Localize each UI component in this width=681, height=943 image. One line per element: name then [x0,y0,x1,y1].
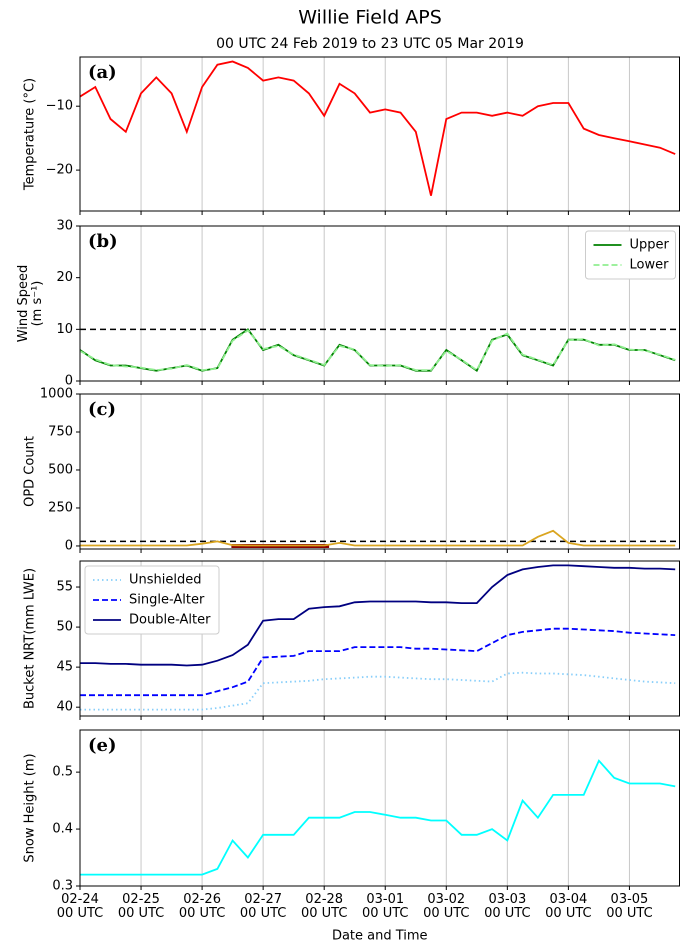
y-tick-label: −10 [46,99,73,114]
y-tick-label: 40 [56,700,73,715]
y-tick-label: 20 [56,270,73,285]
panel: −20 −10 Temperature (°C) (a) [23,56,680,215]
series-line [80,627,676,697]
x-tick-label: 02-24 00 UTC [57,892,103,921]
x-tick-label: 03-03 00 UTC [484,892,530,921]
x-tick-label: 02-26 00 UTC [179,892,225,921]
x-tick-label: 02-25 00 UTC [118,892,164,921]
series-line [80,529,676,547]
panel: 0 10 20 30 Wind Speed(m s⁻¹) (b) Upper Lower [16,219,680,389]
legend-label: Double-Alter [129,613,211,628]
panel-label: (c) [88,399,116,420]
y-axis-label: Snow Height (m) [23,753,38,862]
y-tick-label: 0.5 [52,765,73,780]
legend-label: Unshielded [129,573,202,588]
plot-frame [79,225,680,382]
x-tick-label: 03-01 00 UTC [362,892,408,921]
x-tick-label: 03-05 00 UTC [606,892,652,921]
panel-label: (b) [88,231,118,252]
plot-frame [79,56,680,212]
y-tick-label: −20 [46,163,73,178]
x-tick-label: 02-27 00 UTC [240,892,286,921]
y-tick-label: 10 [56,322,73,337]
series-line [80,759,676,876]
y-tick-label: 1000 [40,387,73,402]
panel: 0 250 500 750 1000 OPD Count (c) [23,387,680,553]
y-tick-label: 0.4 [52,822,73,837]
panel: 02-24 00 UTC 02-25 00 UTC 02-26 00 UTC 02-27 00… [23,729,680,943]
series-line [80,329,676,372]
legend-label: Single-Alter [129,593,205,608]
figure-subtitle: 00 UTC 24 Feb 2019 to 23 UTC 05 Mar 2019 [216,36,524,52]
panel-label: (e) [88,735,117,756]
plot-frame [79,729,680,887]
y-tick-label: 500 [48,462,73,477]
y-tick-label: 30 [56,219,73,234]
y-tick-label: 50 [56,620,73,635]
y-axis-label: OPD Count [23,436,38,507]
legend-label: Upper [630,238,670,253]
y-tick-label: 250 [48,500,73,515]
y-axis-label: Temperature (°C) [23,78,38,191]
legend-box [585,230,676,280]
series-line [80,328,676,373]
y-tick-label: 0.3 [52,879,73,894]
x-axis-label: Date and Time [332,929,428,943]
y-tick-label: 0 [65,538,73,553]
y-tick-label: 0 [65,374,73,389]
y-tick-label: 45 [56,660,73,675]
y-tick-label: 55 [56,580,73,595]
series-line [80,60,676,196]
x-tick-label: 03-02 00 UTC [423,892,469,921]
plot-frame [79,393,680,550]
x-tick-label: 03-04 00 UTC [545,892,591,921]
panel-label: (a) [88,62,117,83]
plot-frame [79,560,680,717]
y-axis-label: Wind Speed(m s⁻¹) [16,265,45,343]
y-axis-label: Bucket NRT(mm LWE) [23,568,38,709]
series-line [80,671,676,711]
legend-box [84,565,220,635]
legend-label: Lower [630,258,670,273]
figure-title: Willie Field APS [298,7,442,29]
series-line [80,564,676,667]
x-tick-label: 02-28 00 UTC [301,892,347,921]
y-tick-label: 750 [48,424,73,439]
